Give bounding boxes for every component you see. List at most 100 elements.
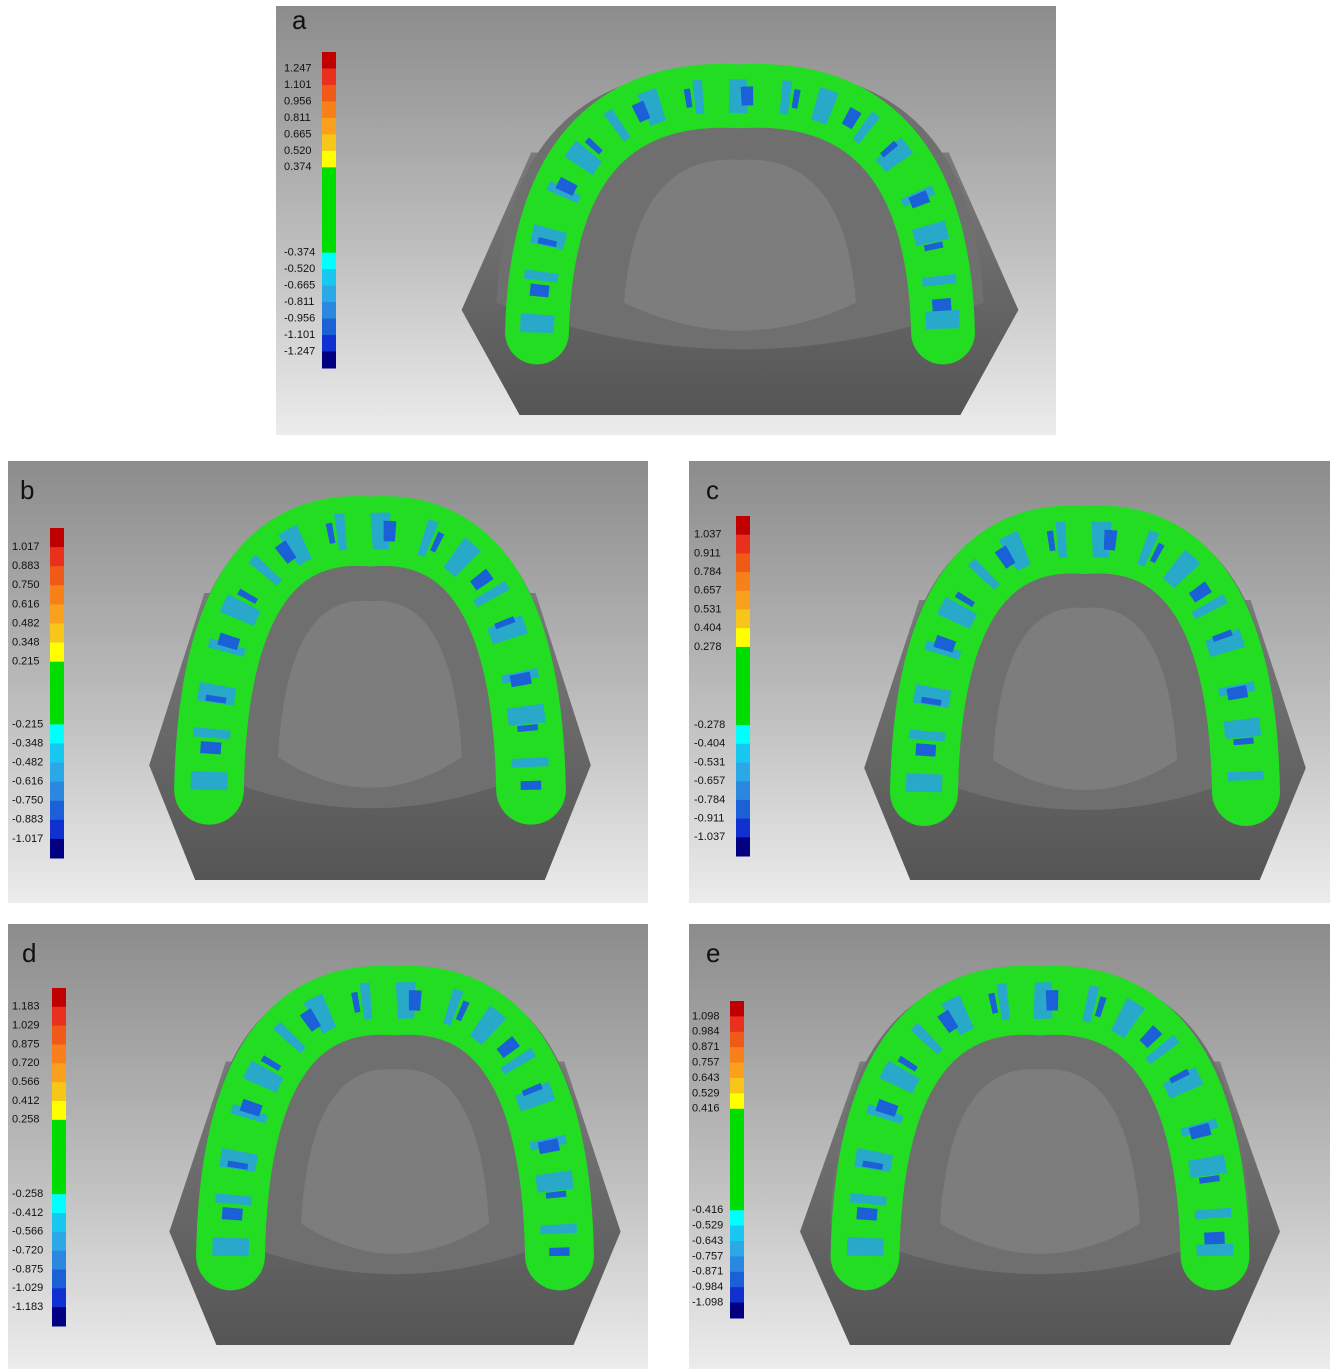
legend-swatch <box>730 1287 744 1303</box>
legend-tick-label: -1.098 <box>692 1297 723 1309</box>
panel: b1.0170.8830.7500.6160.4820.3480.215-0.2… <box>8 461 648 903</box>
legend-swatch <box>730 1303 744 1319</box>
legend-swatch <box>50 604 64 624</box>
legend-tick-label: 0.657 <box>694 585 722 597</box>
legend-swatch <box>730 1032 744 1048</box>
panel-label: e <box>706 938 720 968</box>
legend-swatch <box>322 302 336 319</box>
legend-swatch <box>322 286 336 303</box>
legend-tick-label: 0.665 <box>284 128 312 140</box>
legend-swatch <box>52 1007 66 1026</box>
legend-tick-label: -0.374 <box>284 247 315 259</box>
page: {"panels": [ {"label": "a", "scale": ["1… <box>0 0 1330 1369</box>
legend-swatch <box>52 1251 66 1270</box>
legend-tick-label: -0.871 <box>692 1266 723 1278</box>
legend-tick-label: -0.404 <box>694 738 725 750</box>
legend-tick-label: -0.416 <box>692 1204 723 1216</box>
legend-swatch <box>730 1241 744 1257</box>
legend-tick-label: 0.720 <box>12 1057 40 1069</box>
legend-tick-label: 0.811 <box>284 112 311 124</box>
legend-swatch <box>736 744 750 763</box>
legend-tick-label: -0.665 <box>284 280 315 292</box>
legend-swatch <box>730 1016 744 1032</box>
legend-swatch <box>52 1082 66 1101</box>
legend-swatch <box>736 553 750 572</box>
legend-tick-label: -0.348 <box>12 737 43 749</box>
legend-swatch <box>736 628 750 647</box>
legend-tick-label: -1.247 <box>284 345 315 357</box>
legend-tick-label: -0.750 <box>12 795 43 807</box>
legend-tick-label: -0.520 <box>284 263 315 275</box>
legend-swatch <box>50 585 64 605</box>
legend-swatch <box>52 988 66 1007</box>
legend-swatch <box>50 724 64 744</box>
legend-tick-label: 0.412 <box>12 1095 40 1107</box>
legend-tick-label: 0.215 <box>12 656 40 668</box>
legend-swatch <box>736 819 750 838</box>
legend-swatch <box>50 801 64 821</box>
panel: a1.2471.1010.9560.8110.6650.5200.374-0.3… <box>276 5 1056 435</box>
legend-tick-label: -0.956 <box>284 313 315 325</box>
legend-tick-label: -0.482 <box>12 756 43 768</box>
legend-tick-label: -1.029 <box>12 1282 43 1294</box>
figure: a1.2471.1010.9560.8110.6650.5200.374-0.3… <box>0 0 1330 1369</box>
legend-swatch <box>50 743 64 763</box>
legend-swatch <box>730 1210 744 1226</box>
legend-swatch <box>50 839 64 859</box>
legend-swatch <box>730 1272 744 1288</box>
legend-swatch <box>52 1270 66 1289</box>
legend-swatch <box>730 1063 744 1079</box>
legend-swatch <box>52 1101 66 1120</box>
legend-swatch <box>52 1288 66 1307</box>
legend-tick-label: -0.657 <box>694 775 725 787</box>
legend-tick-label: 1.247 <box>284 62 312 74</box>
legend-tick-label: -0.911 <box>694 813 724 825</box>
legend-tick-label: 0.482 <box>12 617 40 629</box>
legend-swatch <box>730 1078 744 1094</box>
legend-tick-label: -0.984 <box>692 1281 723 1293</box>
legend-swatch <box>736 763 750 782</box>
legend-swatch <box>736 837 750 856</box>
legend-tick-label: -0.529 <box>692 1220 723 1232</box>
legend-swatch <box>322 118 336 135</box>
legend-swatch <box>322 319 336 336</box>
panel: c1.0370.9110.7840.6570.5310.4040.278-0.2… <box>689 461 1330 903</box>
legend-swatch <box>52 1120 66 1195</box>
legend-tick-label: -0.278 <box>694 719 725 731</box>
legend-swatch <box>736 591 750 610</box>
legend-swatch <box>322 151 336 168</box>
legend-swatch <box>50 782 64 802</box>
legend-tick-label: -1.037 <box>694 831 725 843</box>
panel-label: a <box>292 5 307 35</box>
legend-swatch <box>322 167 336 253</box>
legend-tick-label: 0.757 <box>692 1057 720 1069</box>
legend-swatch <box>322 352 336 369</box>
legend-swatch <box>50 623 64 643</box>
legend-swatch <box>52 1307 66 1326</box>
legend-swatch <box>322 101 336 118</box>
panel: e1.0980.9840.8710.7570.6430.5290.416-0.4… <box>689 924 1330 1369</box>
legend-swatch <box>50 566 64 586</box>
legend-swatch <box>50 763 64 783</box>
legend-tick-label: 0.984 <box>692 1026 720 1038</box>
legend-tick-label: -0.412 <box>12 1207 43 1219</box>
legend-swatch <box>322 68 336 85</box>
legend-tick-label: 0.374 <box>284 161 312 173</box>
legend-tick-label: -0.875 <box>12 1263 43 1275</box>
legend-tick-label: -0.531 <box>694 756 725 768</box>
legend-swatch <box>730 1001 744 1017</box>
legend-tick-label: 0.258 <box>12 1114 40 1126</box>
legend-tick-label: 0.883 <box>12 560 40 572</box>
legend-tick-label: -0.784 <box>694 794 725 806</box>
legend-tick-label: -0.566 <box>12 1226 43 1238</box>
legend-swatch <box>736 800 750 819</box>
legend-swatch <box>52 1194 66 1213</box>
legend-swatch <box>736 725 750 744</box>
legend-tick-label: 0.643 <box>692 1072 720 1084</box>
legend-tick-label: 1.029 <box>12 1020 40 1032</box>
legend-tick-label: 0.348 <box>12 637 40 649</box>
legend-swatch <box>322 253 336 270</box>
legend-tick-label: 0.278 <box>694 641 722 653</box>
legend-swatch <box>52 1044 66 1063</box>
legend-tick-label: 1.017 <box>12 541 40 553</box>
